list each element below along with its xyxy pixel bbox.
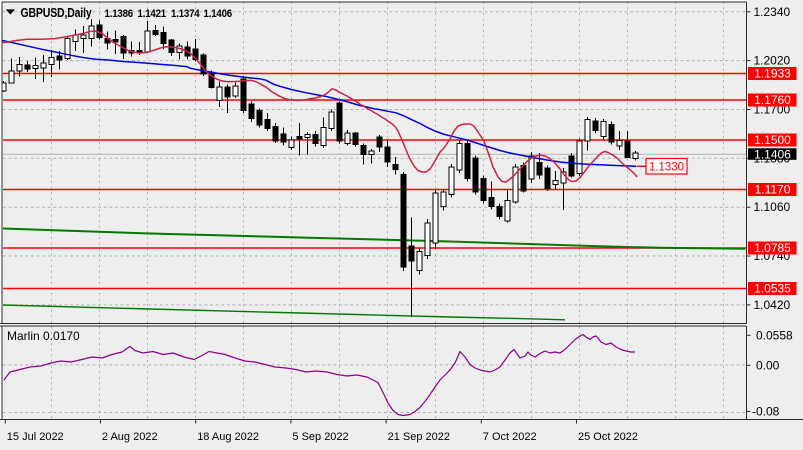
svg-text:1.1933: 1.1933 — [754, 67, 791, 81]
svg-text:1.2020: 1.2020 — [754, 54, 791, 68]
svg-text:18 Aug 2022: 18 Aug 2022 — [197, 431, 259, 443]
svg-text:2 Aug 2022: 2 Aug 2022 — [102, 431, 158, 443]
svg-text:1.1060: 1.1060 — [754, 200, 791, 214]
svg-text:21 Sep 2022: 21 Sep 2022 — [388, 431, 450, 443]
svg-text:1.0535: 1.0535 — [754, 282, 791, 296]
svg-text:0.0558: 0.0558 — [756, 328, 793, 342]
svg-text:1.1500: 1.1500 — [754, 133, 791, 147]
svg-text:1.0785: 1.0785 — [754, 241, 791, 255]
svg-text:25 Oct 2022: 25 Oct 2022 — [578, 431, 638, 443]
svg-text:1.0420: 1.0420 — [754, 298, 791, 312]
svg-text:1.1406: 1.1406 — [754, 147, 791, 161]
svg-text:1.1330: 1.1330 — [649, 162, 684, 174]
svg-text:0.00: 0.00 — [756, 358, 780, 372]
svg-text:1.2340: 1.2340 — [754, 5, 791, 19]
svg-text:5 Sep 2022: 5 Sep 2022 — [292, 431, 348, 443]
svg-text:Marlin 0.0170: Marlin 0.0170 — [7, 329, 80, 343]
svg-text:1.1170: 1.1170 — [755, 183, 791, 197]
svg-text:15 Jul 2022: 15 Jul 2022 — [7, 431, 64, 443]
svg-text:-0.08: -0.08 — [752, 405, 780, 419]
svg-text:7 Oct 2022: 7 Oct 2022 — [483, 431, 537, 443]
svg-text:1.1760: 1.1760 — [754, 93, 791, 107]
